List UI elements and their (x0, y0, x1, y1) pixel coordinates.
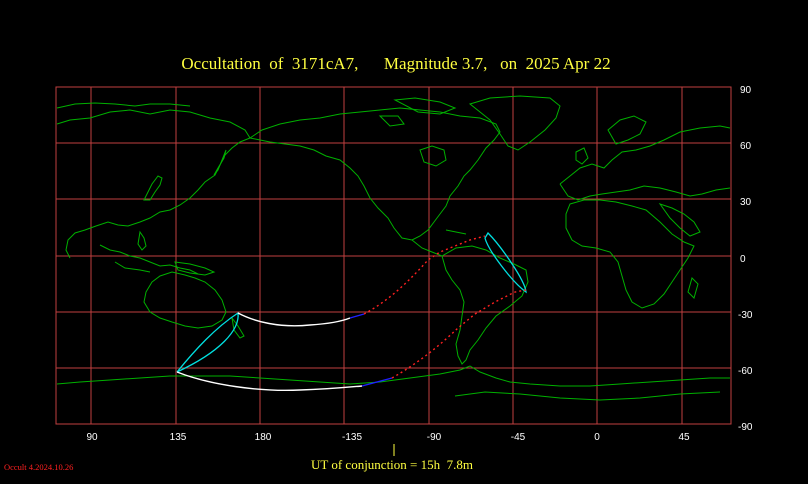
coastlines (56, 95, 731, 401)
south-limit-loop (176, 311, 239, 373)
lat-label: 90 (740, 85, 752, 96)
lat-label: -90 (738, 422, 753, 433)
map-title: Occultation of 3171cA7, Magnitude 3.7, o… (181, 54, 610, 73)
lat-label: -30 (738, 310, 753, 321)
lon-label: 135 (170, 432, 187, 443)
lon-label: -135 (342, 432, 362, 443)
lon-label: 0 (594, 432, 600, 443)
south-path-twilight (361, 377, 393, 387)
lon-label: -90 (427, 432, 442, 443)
lat-label: 0 (740, 254, 746, 265)
occultation-path (176, 235, 527, 392)
north-path-day (237, 312, 351, 327)
lon-label: -45 (511, 432, 526, 443)
latitude-labels: 90 60 30 0 -30 -60 -90 (738, 85, 753, 433)
lat-label: -60 (738, 366, 753, 377)
conjunction-time: UT of conjunction = 15h 7.8m (311, 457, 473, 472)
south-path-night (391, 289, 527, 379)
lon-label: 45 (678, 432, 690, 443)
lon-label: 90 (86, 432, 98, 443)
south-path-day (176, 371, 363, 392)
version-label: Occult 4.2024.10.26 (4, 462, 73, 472)
occultation-limit-curves (176, 231, 527, 373)
lon-label: 180 (255, 432, 272, 443)
north-path-night (363, 235, 486, 315)
north-limit-loop (484, 231, 527, 294)
north-path-twilight (349, 313, 365, 319)
lat-label: 60 (740, 141, 752, 152)
lat-label: 30 (740, 197, 752, 208)
longitude-labels: 90 135 180 -135 -90 -45 0 45 (86, 432, 690, 443)
